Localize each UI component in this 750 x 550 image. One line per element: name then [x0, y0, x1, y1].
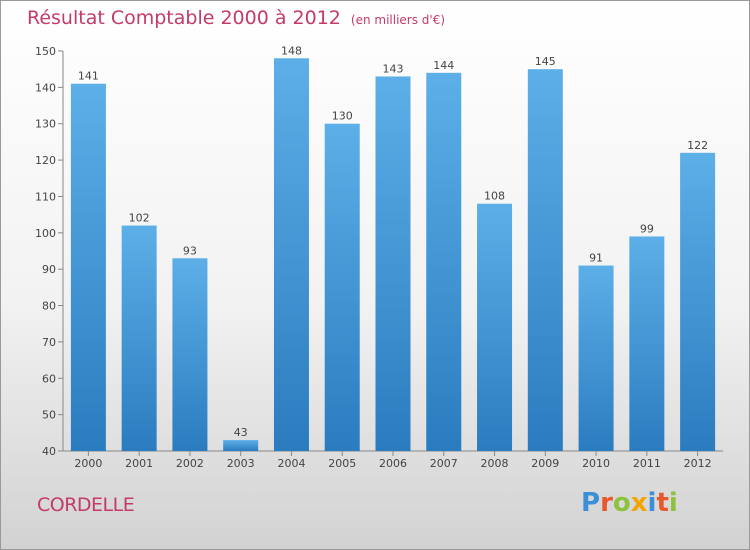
bar	[629, 236, 665, 451]
x-tick-label: 2009	[531, 457, 559, 470]
x-tick-label: 2003	[227, 457, 255, 470]
logo-letter: o	[612, 488, 631, 518]
y-tick-label: 40	[42, 445, 56, 458]
bar	[477, 203, 513, 451]
logo-letter: r	[600, 488, 613, 518]
y-tick-label: 60	[42, 372, 56, 385]
data-label: 144	[433, 59, 454, 72]
bar	[324, 123, 360, 452]
data-label: 43	[234, 426, 248, 439]
commune-name: CORDELLE	[37, 494, 135, 516]
bar	[680, 152, 716, 451]
title-main: Résultat Comptable 2000 à 2012	[27, 7, 341, 29]
y-tick-label: 140	[35, 81, 56, 94]
logo-letter: i	[668, 488, 678, 518]
data-label: 145	[535, 55, 556, 68]
bar	[578, 265, 614, 451]
bar	[223, 440, 259, 451]
bar	[70, 83, 106, 452]
bar	[172, 258, 208, 451]
y-tick-label: 50	[42, 409, 56, 422]
bar	[121, 225, 157, 451]
x-tick-label: 2002	[176, 457, 204, 470]
y-tick-label: 100	[35, 227, 56, 240]
data-label: 141	[78, 70, 99, 83]
y-tick-label: 120	[35, 154, 56, 167]
chart-title: Résultat Comptable 2000 à 2012 (en millie…	[27, 7, 445, 29]
y-tick-label: 90	[42, 263, 56, 276]
logo-letter: x	[630, 488, 648, 518]
x-tick-label: 2005	[328, 457, 356, 470]
x-tick-label: 2000	[74, 457, 102, 470]
bar	[527, 69, 563, 451]
x-tick-label: 2011	[633, 457, 661, 470]
y-tick-label: 130	[35, 118, 56, 131]
logo-letter: i	[647, 488, 657, 518]
logo-letter: P	[581, 488, 601, 518]
x-tick-label: 2006	[379, 457, 407, 470]
x-tick-label: 2001	[125, 457, 153, 470]
bar	[375, 76, 411, 452]
y-tick-label: 150	[35, 45, 56, 58]
data-label: 102	[129, 212, 150, 225]
y-tick-label: 70	[42, 336, 56, 349]
data-label: 122	[687, 139, 708, 152]
x-tick-label: 2004	[277, 457, 305, 470]
x-tick-label: 2007	[430, 457, 458, 470]
data-label: 93	[183, 244, 197, 257]
data-label: 148	[281, 44, 302, 57]
x-tick-label: 2012	[684, 457, 712, 470]
data-label: 130	[332, 110, 353, 123]
title-unit: (en milliers d'€)	[350, 13, 446, 27]
x-tick-label: 2010	[582, 457, 610, 470]
y-tick-label: 80	[42, 300, 56, 313]
logo-letter: t	[656, 488, 669, 518]
x-tick-label: 2008	[481, 457, 509, 470]
bar	[426, 72, 462, 452]
data-label: 108	[484, 190, 505, 203]
data-label: 143	[383, 62, 404, 75]
y-tick-label: 110	[35, 190, 56, 203]
bar	[273, 58, 309, 451]
data-label: 99	[640, 222, 654, 235]
data-label: 91	[589, 252, 603, 265]
proxiti-logo: Proxiti	[581, 488, 678, 518]
